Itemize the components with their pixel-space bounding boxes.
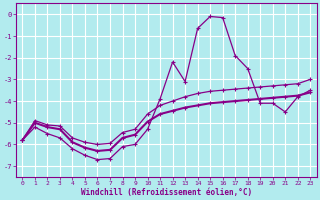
X-axis label: Windchill (Refroidissement éolien,°C): Windchill (Refroidissement éolien,°C) bbox=[81, 188, 252, 197]
